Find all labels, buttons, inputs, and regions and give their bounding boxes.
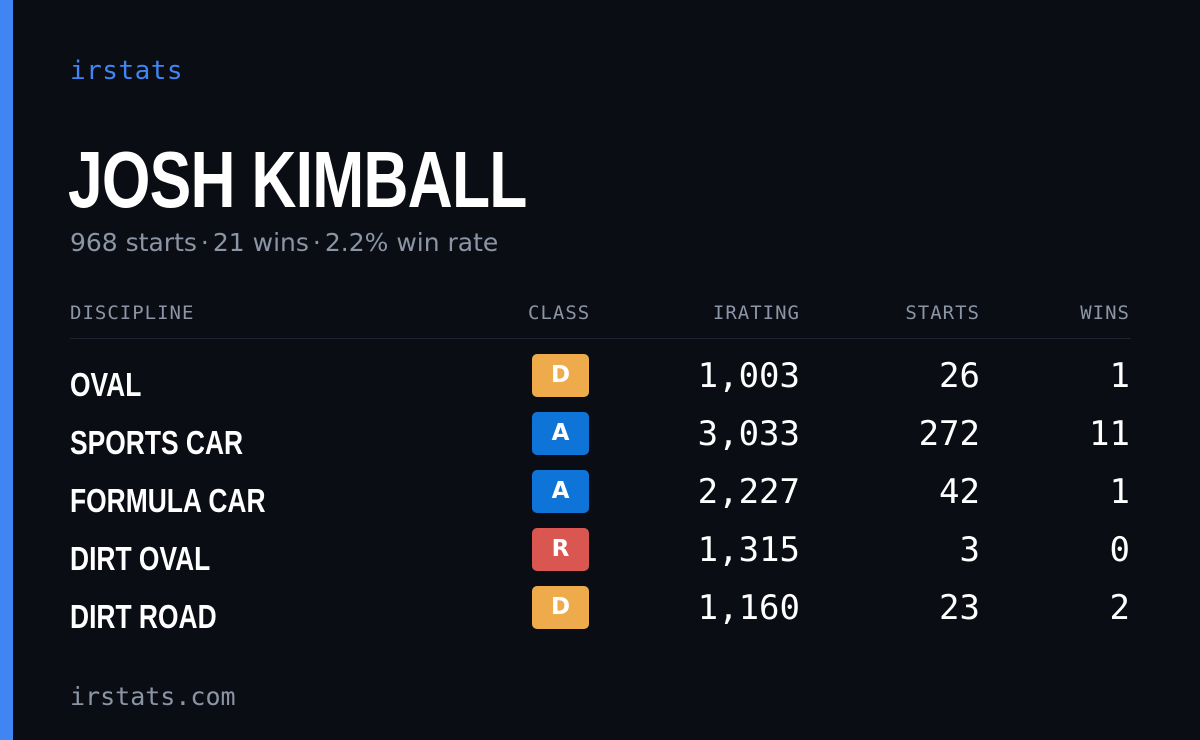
summary-separator: ·: [200, 228, 209, 257]
starts-value: 3: [959, 530, 980, 570]
table-row: DIRT ROAD D 1,160 23 2: [70, 586, 1131, 644]
class-badge: R: [532, 528, 589, 571]
summary-separator: ·: [312, 228, 321, 257]
class-badge: D: [532, 354, 589, 397]
wins-value: 2: [1109, 588, 1130, 628]
footer-site-url: irstats.com: [70, 682, 236, 711]
table-row: FORMULA CAR A 2,227 42 1: [70, 470, 1131, 528]
wins-summary: 21 wins: [212, 228, 309, 257]
header-starts: STARTS: [905, 302, 980, 324]
class-badge: A: [532, 470, 589, 513]
irating-value: 1,160: [697, 588, 800, 628]
irating-value: 3,033: [697, 414, 800, 454]
header-discipline: DISCIPLINE: [70, 302, 195, 324]
driver-name: JOSH KIMBALL: [68, 135, 527, 224]
discipline-name: SPORTS CAR: [70, 424, 244, 461]
class-badge: A: [532, 412, 589, 455]
header-wins: WINS: [1080, 302, 1130, 324]
wins-value: 11: [1089, 414, 1130, 454]
discipline-name: OVAL: [70, 366, 142, 403]
win-rate-summary: 2.2% win rate: [324, 228, 499, 257]
irating-value: 2,227: [697, 472, 800, 512]
discipline-name: DIRT OVAL: [70, 540, 211, 577]
brand-logo-text: irstats: [70, 56, 184, 86]
wins-value: 1: [1109, 356, 1130, 396]
table-row: SPORTS CAR A 3,033 272 11: [70, 412, 1131, 470]
header-irating: IRATING: [712, 302, 800, 324]
irating-value: 1,003: [697, 356, 800, 396]
starts-value: 42: [939, 472, 980, 512]
class-badge: D: [532, 586, 589, 629]
starts-value: 272: [918, 414, 980, 454]
starts-value: 23: [939, 588, 980, 628]
driver-summary: 968 starts · 21 wins · 2.2% win rate: [70, 228, 498, 257]
irating-value: 1,315: [697, 530, 800, 570]
table-row: DIRT OVAL R 1,315 3 0: [70, 528, 1131, 586]
table-row: OVAL D 1,003 26 1: [70, 354, 1131, 412]
header-class: CLASS: [528, 302, 591, 324]
starts-summary: 968 starts: [70, 228, 197, 257]
wins-value: 1: [1109, 472, 1130, 512]
accent-bar: [0, 0, 13, 740]
wins-value: 0: [1109, 530, 1130, 570]
discipline-name: FORMULA CAR: [70, 482, 266, 519]
starts-value: 26: [939, 356, 980, 396]
discipline-name: DIRT ROAD: [70, 598, 217, 635]
table-header: DISCIPLINE CLASS IRATING STARTS WINS: [70, 300, 1131, 339]
